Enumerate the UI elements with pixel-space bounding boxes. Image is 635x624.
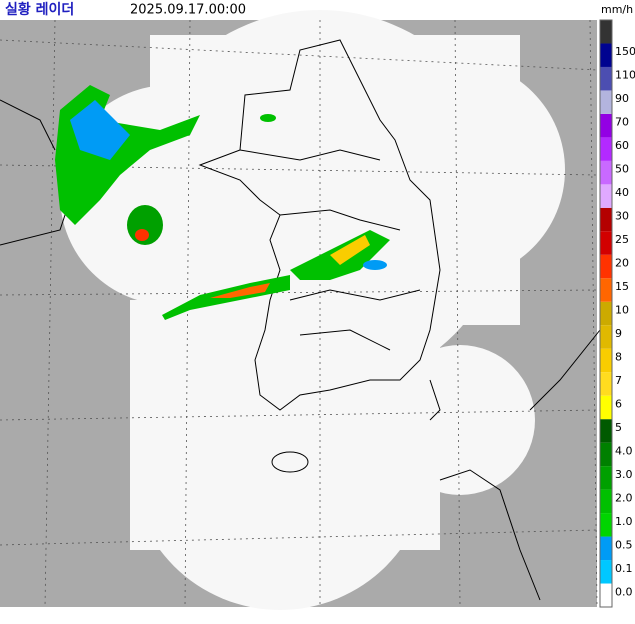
legend-swatch xyxy=(600,184,612,208)
legend-swatch xyxy=(600,560,612,584)
legend-label: 3.0 xyxy=(615,468,633,481)
legend-swatch xyxy=(600,66,612,91)
legend-swatch xyxy=(600,160,612,185)
legend-top-swatch xyxy=(600,20,612,44)
legend-label: 4.0 xyxy=(615,444,633,457)
legend-swatch xyxy=(600,489,612,514)
map xyxy=(0,10,601,610)
legend-label: 8 xyxy=(615,350,622,363)
legend-swatch xyxy=(600,207,612,232)
legend-swatch xyxy=(600,442,612,467)
legend-swatch xyxy=(600,419,612,443)
legend-label: 30 xyxy=(615,210,629,223)
legend-label: 5 xyxy=(615,421,622,434)
legend-label: 10 xyxy=(615,304,629,317)
legend-label: 0.1 xyxy=(615,562,633,575)
legend-swatch xyxy=(600,325,612,349)
legend-label: 7 xyxy=(615,374,622,387)
legend-label: 110 xyxy=(615,69,635,82)
legend-label: 25 xyxy=(615,233,629,246)
legend-swatch xyxy=(600,254,612,279)
legend-swatch xyxy=(600,348,612,373)
legend-swatch xyxy=(600,278,612,302)
legend: 0.0 0.1 0.5 1.0 2.0 3.0 4.0 5 6 7 8 9 10 15 20 25 30 40 50… xyxy=(599,19,635,608)
legend-swatch xyxy=(600,231,612,255)
legend-label: 50 xyxy=(615,163,629,176)
legend-label: 150 xyxy=(615,45,635,58)
legend-swatch xyxy=(600,43,612,67)
legend-swatch xyxy=(600,372,612,396)
timestamp: 2025.09.17.00:00 xyxy=(130,3,246,18)
title: 실황 레이더 xyxy=(5,1,74,18)
rain-echoes xyxy=(55,85,390,320)
legend-swatch xyxy=(600,137,612,161)
legend-swatch xyxy=(600,301,612,326)
legend-swatch xyxy=(600,90,612,114)
legend-swatch xyxy=(600,395,612,420)
legend-swatch xyxy=(600,113,612,138)
legend-label: 2.0 xyxy=(615,491,633,504)
legend-swatch xyxy=(600,466,612,490)
legend-label: 70 xyxy=(615,116,629,129)
legend-label: 6 xyxy=(615,397,622,410)
legend-label: 40 xyxy=(615,186,629,199)
legend-label: 60 xyxy=(615,139,629,152)
legend-label: 0.5 xyxy=(615,538,633,551)
legend-swatch xyxy=(600,583,612,607)
unit: mm/h xyxy=(601,3,633,16)
legend-swatch xyxy=(600,513,612,537)
legend-label: 20 xyxy=(615,257,629,270)
legend-label: 0.0 xyxy=(615,585,633,598)
legend-label: 1.0 xyxy=(615,515,633,528)
legend-border xyxy=(599,19,613,608)
legend-label: 90 xyxy=(615,92,629,105)
legend-label: 9 xyxy=(615,327,622,340)
legend-label: 15 xyxy=(615,280,629,293)
legend-swatch xyxy=(600,536,612,561)
